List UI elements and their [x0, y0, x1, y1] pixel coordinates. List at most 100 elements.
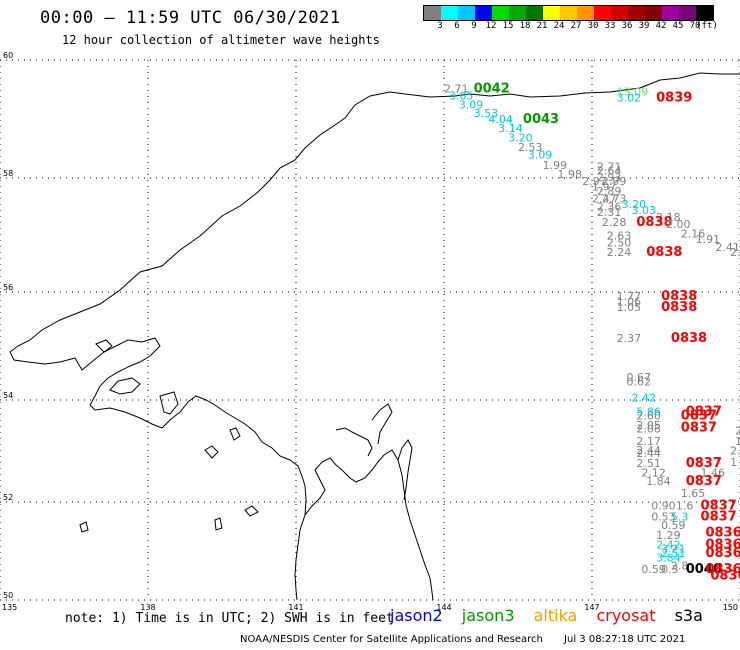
swh-value: 2.42 — [656, 539, 681, 552]
colorbar-label: 12 — [485, 21, 497, 31]
lon-tick-138: 138 — [140, 603, 155, 612]
swh-value: 2.12 — [641, 467, 666, 480]
colorbar-swatch — [492, 6, 509, 20]
colorbar-swatch — [611, 6, 628, 20]
lat-tick-60: 60 — [3, 51, 13, 60]
colorbar — [423, 5, 714, 21]
swh-value: 3.02 — [617, 91, 642, 104]
swh-value: 1.06 — [617, 296, 642, 309]
legend-jason3: jason3 — [461, 606, 515, 625]
swh-value: 3.53 — [474, 107, 499, 120]
legend-altika: altika — [533, 606, 578, 625]
swh-value: 0.90 — [651, 499, 676, 512]
credit-line: NOAA/NESDIS Center for Satellite Applica… — [240, 634, 685, 645]
colorbar-swatch — [526, 6, 543, 20]
axis-labels: 135 138 141 144 147 150 60 58 56 54 52 50 — [2, 51, 738, 612]
swh-value: 2.16 — [681, 227, 706, 240]
pass-time-label: 0839 — [656, 90, 692, 105]
swh-value: 3.20 — [508, 131, 532, 144]
swh-value: 2.47 — [592, 193, 617, 206]
colorbar-label: 33 — [604, 21, 616, 31]
colorbar-label: 27 — [570, 21, 582, 31]
credit-text: NOAA/NESDIS Center for Satellite Applica… — [240, 634, 543, 645]
swh-value: 2.60 — [636, 409, 661, 422]
pass-time-label: 0838 — [661, 300, 697, 315]
pass-time-label: 0836 — [710, 568, 740, 583]
colorbar-label: 42 — [655, 21, 667, 31]
swh-value: 2.99 — [602, 175, 627, 188]
colorbar-swatch — [577, 6, 594, 20]
colorbar-swatch — [475, 6, 492, 20]
colorbar-swatch — [458, 6, 475, 20]
swh-value: 2.31 — [597, 206, 622, 219]
swh-value: 5.86 — [636, 405, 661, 418]
swh-value: 2.41 — [715, 241, 740, 254]
pass-time-label: 0838 — [636, 215, 672, 230]
swh-value: 2.73 — [602, 193, 627, 206]
swh-value: 2.1 — [730, 246, 740, 259]
swh-value: 0.3 — [661, 563, 679, 576]
swh-value: 2.8 — [671, 560, 689, 573]
swh-value: 3.20 — [622, 198, 647, 211]
swh-value: 2.51 — [636, 457, 661, 470]
swh-value: 2.24 — [607, 246, 632, 259]
colorbar-label: 45 — [672, 21, 684, 31]
swh-value: 2.53 — [518, 141, 543, 154]
swh-value: 1.29 — [656, 529, 681, 542]
colorbar-swatch — [662, 6, 679, 20]
pass-time-label: 0042 — [474, 81, 510, 96]
swh-value: 1.97 — [592, 181, 617, 194]
colorbar-label: 70 — [689, 21, 701, 31]
swh-value: 2.05 — [636, 419, 661, 432]
pass-time-label: 0836 — [705, 538, 740, 553]
swh-value: 3.21 — [661, 542, 686, 555]
coastline — [9, 72, 740, 601]
colorbar-label: 15 — [502, 21, 514, 31]
lon-tick-135: 135 — [2, 603, 17, 612]
pass-time-label: 0837 — [686, 474, 722, 489]
page-title: 00:00 – 11:59 UTC 06/30/2021 — [40, 8, 341, 28]
colorbar-label: 6 — [454, 21, 460, 31]
swh-value: 1.6 — [676, 499, 694, 512]
swh-value: 3.09 — [528, 149, 553, 162]
swh-value: 2.64 — [597, 164, 622, 177]
swh-value: 2.71 — [444, 82, 469, 95]
swh-value: 0.53 — [651, 511, 676, 524]
lon-tick-141: 141 — [288, 603, 303, 612]
colorbar-swatch — [628, 6, 645, 20]
lon-tick-150: 150 — [723, 603, 738, 612]
swh-value: 2.36 — [597, 200, 622, 213]
swh-value: 1.05 — [617, 301, 642, 314]
lat-lon-grid — [0, 59, 740, 601]
pass-time-label: 0837 — [701, 498, 737, 513]
pass-time-label: 0837 — [681, 408, 717, 423]
swh-value: 2.42 — [631, 392, 656, 405]
pass-time-label: 0836 — [705, 562, 740, 577]
swh-value: 0.62 — [627, 375, 652, 388]
swh-value: 1.65 — [681, 487, 706, 500]
colorbar-label: 24 — [553, 21, 565, 31]
legend-jason2: jason2 — [390, 606, 443, 625]
swh-value: 3.14 — [498, 122, 523, 135]
swh-value: 1.99 — [543, 159, 568, 172]
colorbar-label: (ft) — [696, 21, 718, 31]
colorbar-swatch — [424, 6, 441, 20]
timestamp: Jul 3 08:27:18 UTC 2021 — [564, 634, 686, 645]
swh-value: 3.05 — [449, 90, 474, 103]
colorbar-label: 36 — [621, 21, 633, 31]
swh-value: 1.84 — [646, 475, 671, 488]
swh-value: 1.98 — [557, 168, 582, 181]
colorbar-swatch — [696, 6, 713, 20]
pass-time-label: 0838 — [646, 245, 682, 260]
swh-value: 2.44 — [636, 444, 661, 457]
lat-tick-52: 52 — [3, 493, 13, 502]
swh-value: 2.63 — [607, 230, 632, 243]
swh-value: 4.04 — [488, 113, 513, 126]
swh-value: 2.37 — [617, 332, 642, 345]
colorbar-label: 3 — [437, 21, 443, 31]
lat-tick-58: 58 — [3, 169, 13, 178]
legend-s3a: s3a — [674, 606, 703, 625]
swh-value: 2.44 — [636, 447, 661, 460]
swh-value: 0.67 — [627, 371, 652, 384]
swh-value: 0.59 — [661, 519, 686, 532]
